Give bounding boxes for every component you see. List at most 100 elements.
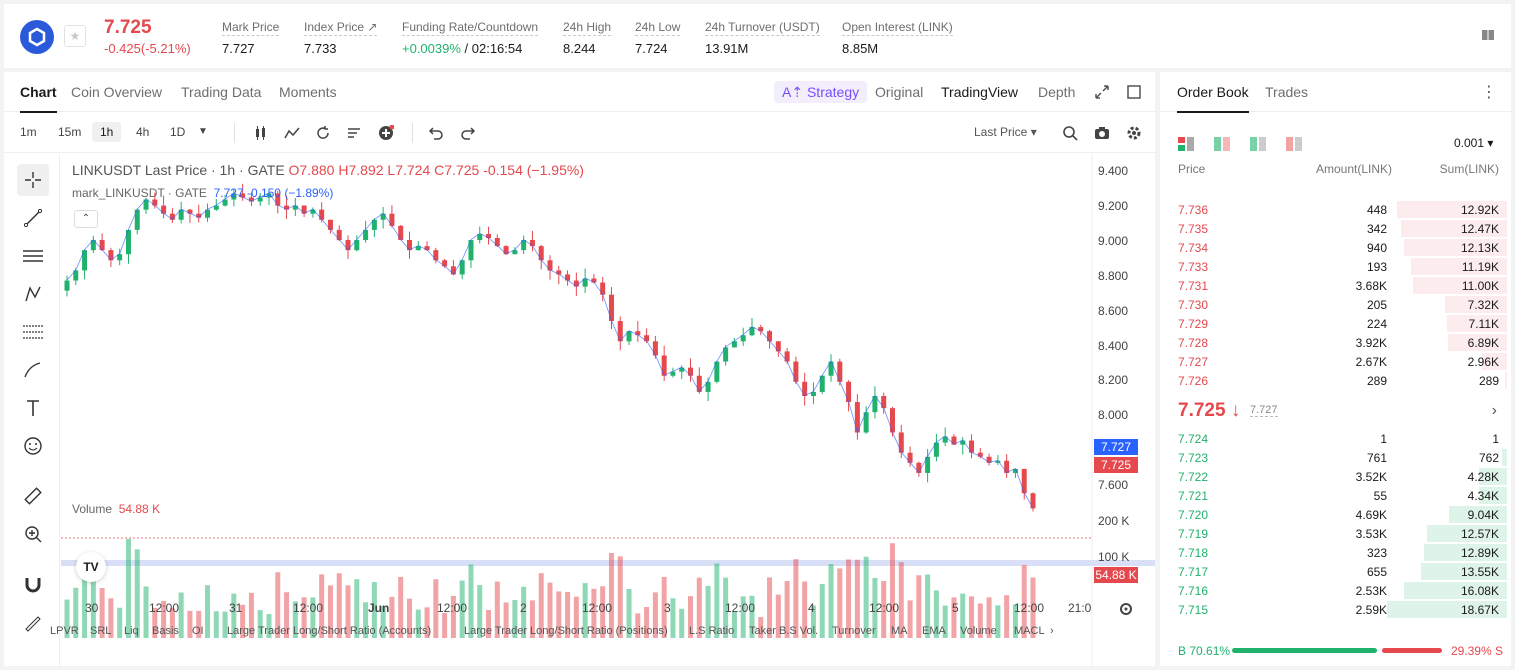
- pattern-icon[interactable]: [17, 278, 49, 310]
- price-source-select[interactable]: Last Price ▾: [974, 125, 1037, 139]
- orderbook-row[interactable]: 7.727 2.67K 2.96K: [1160, 352, 1511, 371]
- tf-4h[interactable]: 4h: [136, 125, 150, 139]
- tf-15m[interactable]: 15m: [58, 125, 82, 139]
- orderbook-row[interactable]: 7.715 2.59K 18.67K: [1160, 600, 1511, 619]
- tradingview-logo-icon[interactable]: TV: [76, 552, 106, 582]
- orderbook-row[interactable]: 7.723 761 762: [1160, 448, 1511, 467]
- indicator-item[interactable]: L.S Ratio: [689, 625, 735, 637]
- tab-chart[interactable]: Chart: [20, 84, 57, 113]
- book-view-toggles[interactable]: [1178, 136, 1308, 152]
- tab-trading-data[interactable]: Trading Data: [181, 84, 262, 100]
- indicator-item[interactable]: SRL: [90, 625, 112, 637]
- candlestick-chart[interactable]: [61, 154, 1155, 666]
- fib-icon[interactable]: [17, 316, 49, 348]
- view-tradingview[interactable]: TradingView: [941, 84, 1019, 100]
- orderbook-row[interactable]: 7.736 448 12.92K: [1160, 200, 1511, 219]
- tf-1d[interactable]: 1D: [170, 125, 186, 139]
- favorite-star-icon[interactable]: ★: [64, 25, 86, 47]
- trendline-icon[interactable]: [17, 202, 49, 234]
- indicator-item[interactable]: MA: [891, 625, 908, 637]
- tf-1h[interactable]: 1h: [92, 122, 122, 142]
- collapse-legend-button[interactable]: ⌃: [74, 210, 98, 228]
- orderbook-row[interactable]: 7.729 224 7.11K: [1160, 314, 1511, 333]
- depth-bar: [1504, 372, 1507, 389]
- ruler-icon[interactable]: [17, 480, 49, 512]
- volume-bar: [406, 598, 412, 638]
- undo-icon[interactable]: [428, 125, 444, 141]
- axis-settings-icon[interactable]: [1118, 601, 1134, 617]
- candles-icon[interactable]: [253, 125, 269, 141]
- tab-order-book[interactable]: Order Book: [1177, 84, 1249, 113]
- search-icon[interactable]: [1062, 125, 1078, 141]
- indicator-item[interactable]: Liq: [124, 625, 139, 637]
- orderbook-row[interactable]: 7.724 1 1: [1160, 429, 1511, 448]
- indicator-item[interactable]: Turnover: [832, 625, 876, 637]
- magnet-icon[interactable]: [17, 568, 49, 600]
- candle: [670, 371, 676, 376]
- x-tick: 31: [229, 601, 243, 615]
- orderbook-row[interactable]: 7.720 4.69K 9.04K: [1160, 505, 1511, 524]
- row-sum: 18.67K: [1460, 603, 1499, 617]
- orderbook-row[interactable]: 7.735 342 12.47K: [1160, 219, 1511, 238]
- settings-list-icon[interactable]: [346, 125, 362, 141]
- stat-index-price[interactable]: Index Price ↗ 7.733: [304, 20, 378, 56]
- tf-dropdown-icon[interactable]: ▼: [198, 126, 208, 137]
- brush-icon[interactable]: [17, 354, 49, 386]
- crosshair-icon[interactable]: [17, 164, 49, 196]
- more-icon[interactable]: ⋮: [1481, 84, 1497, 101]
- indicator-item[interactable]: Volume: [960, 625, 997, 637]
- indicator-item[interactable]: EMA: [922, 625, 946, 637]
- orderbook-row[interactable]: 7.717 655 13.55K: [1160, 562, 1511, 581]
- refresh-icon[interactable]: [315, 125, 331, 141]
- view-original[interactable]: Original: [875, 84, 924, 100]
- tab-trades[interactable]: Trades: [1265, 84, 1309, 100]
- orderbook-row[interactable]: 7.721 55 4.34K: [1160, 486, 1511, 505]
- indicator-item[interactable]: Taker B.S Vol.: [749, 625, 819, 637]
- depth-bar: [1444, 296, 1507, 313]
- zoom-in-icon[interactable]: [17, 518, 49, 550]
- tab-moments[interactable]: Moments: [279, 84, 337, 100]
- indicator-item[interactable]: OI: [192, 625, 204, 637]
- indicator-item[interactable]: MACL: [1014, 625, 1045, 637]
- orderbook-row[interactable]: 7.733 193 11.19K: [1160, 257, 1511, 276]
- orderbook-row[interactable]: 7.734 940 12.13K: [1160, 238, 1511, 257]
- text-tool-icon[interactable]: [17, 392, 49, 424]
- gear-icon[interactable]: [1126, 125, 1142, 141]
- y-tick: 7.600: [1098, 478, 1129, 492]
- candle: [222, 199, 228, 206]
- orderbook-row[interactable]: 7.718 323 12.89K: [1160, 543, 1511, 562]
- orderbook-row[interactable]: 7.731 3.68K 11.00K: [1160, 276, 1511, 295]
- strategy-button[interactable]: A⇡ Strategy: [774, 81, 868, 103]
- indicator-item[interactable]: Basis: [152, 625, 179, 637]
- x-tick: 12:00: [869, 601, 900, 615]
- expand-icon[interactable]: [1094, 84, 1110, 100]
- indicators-icon[interactable]: [284, 125, 300, 141]
- candle: [644, 335, 650, 342]
- orderbook-row[interactable]: 7.722 3.52K 4.28K: [1160, 467, 1511, 486]
- x-tick: 12:00: [293, 601, 324, 615]
- orderbook-row[interactable]: 7.730 205 7.32K: [1160, 295, 1511, 314]
- redo-icon[interactable]: [460, 125, 476, 141]
- orderbook-row[interactable]: 7.726 289 289: [1160, 371, 1511, 390]
- tab-coin-overview[interactable]: Coin Overview: [71, 84, 163, 100]
- orderbook-row[interactable]: 7.716 2.53K 16.08K: [1160, 581, 1511, 600]
- indicator-item[interactable]: Large Trader Long/Short Ratio (Positions…: [464, 625, 668, 637]
- add-indicator-icon[interactable]: [378, 125, 394, 141]
- chevron-right-icon[interactable]: ›: [1050, 625, 1054, 637]
- window-icon[interactable]: [1126, 84, 1142, 100]
- book-icon[interactable]: [1481, 28, 1495, 42]
- pane-separator[interactable]: [61, 560, 1155, 566]
- camera-icon[interactable]: [1094, 125, 1110, 141]
- precision-select[interactable]: 0.001 ▾: [1454, 136, 1494, 150]
- lock-draw-icon[interactable]: [17, 606, 49, 638]
- view-depth[interactable]: Depth: [1038, 84, 1076, 100]
- chevron-right-icon[interactable]: ›: [1491, 402, 1497, 419]
- indicator-item[interactable]: Large Trader Long/Short Ratio (Accounts): [227, 625, 432, 637]
- horizontal-lines-icon[interactable]: [17, 240, 49, 272]
- orderbook-row[interactable]: 7.728 3.92K 6.89K: [1160, 333, 1511, 352]
- orderbook-row[interactable]: 7.719 3.53K 12.57K: [1160, 524, 1511, 543]
- indicator-item[interactable]: LPVR: [50, 625, 79, 637]
- emoji-icon[interactable]: [17, 430, 49, 462]
- candle: [117, 254, 123, 261]
- tf-1m[interactable]: 1m: [20, 125, 37, 139]
